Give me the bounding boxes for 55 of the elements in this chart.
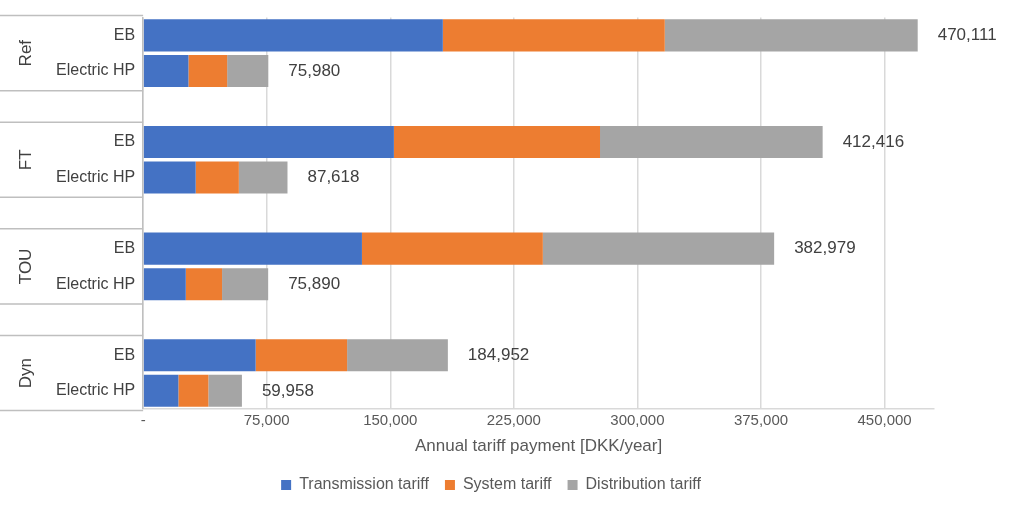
total-label: 75,890 (288, 273, 341, 293)
bar (347, 339, 448, 372)
x-tick-label: 450,000 (857, 410, 912, 428)
bar (361, 232, 543, 265)
total-label: 382,979 (794, 238, 856, 258)
text: Dyn (15, 357, 35, 389)
bar (208, 374, 242, 407)
bar (178, 374, 209, 407)
total-label: 412,416 (842, 131, 905, 151)
bar (188, 54, 228, 87)
bar (600, 125, 823, 159)
y-tick-label: Electric HP (56, 381, 136, 399)
bar (143, 374, 179, 407)
y-tick-label: Electric HP (56, 274, 136, 292)
total-label: 184,952 (467, 344, 530, 364)
bar (143, 268, 186, 301)
x-tick-label: 150,000 (363, 410, 418, 428)
total-label: 59,958 (261, 380, 314, 400)
bar (222, 268, 269, 301)
bar (195, 161, 239, 194)
text: TOU (15, 248, 35, 285)
bar (185, 268, 223, 301)
total-label: 470,111 (937, 25, 997, 45)
bar (143, 161, 196, 194)
bar (255, 339, 348, 372)
total-label: 75,980 (288, 60, 341, 80)
y-tick-label: EB (113, 345, 136, 363)
x-tick-label: 375,000 (733, 410, 789, 428)
y-tick-label: Electric HP (56, 167, 136, 185)
x-tick-label: 300,000 (610, 410, 665, 428)
y-tick-label: EB (113, 132, 136, 150)
bar (143, 232, 362, 265)
bar (143, 125, 394, 159)
x-tick-label: 225,000 (486, 410, 541, 428)
bar (238, 161, 288, 194)
bar (143, 19, 443, 52)
x-tick-label: - (140, 410, 146, 428)
bar (227, 54, 269, 87)
bar (393, 125, 601, 159)
legend-label: Distribution tariff (585, 475, 702, 493)
text: FT (15, 149, 35, 171)
bar (664, 19, 918, 52)
y-tick-label: Electric HP (56, 61, 136, 79)
y-tick-label: EB (113, 239, 136, 257)
bar (442, 19, 665, 52)
bar (542, 232, 775, 265)
y-tick-label: EB (113, 25, 136, 43)
bar (143, 54, 189, 87)
legend-label: Transmission tariff (299, 475, 430, 493)
bar (143, 339, 256, 372)
legend-label: System tariff (462, 475, 553, 493)
total-label: 87,618 (307, 167, 360, 187)
x-axis-title: Annual tariff payment [DKK/year] (414, 436, 663, 456)
text: Ref (15, 39, 35, 67)
x-tick-label: 75,000 (243, 410, 290, 428)
